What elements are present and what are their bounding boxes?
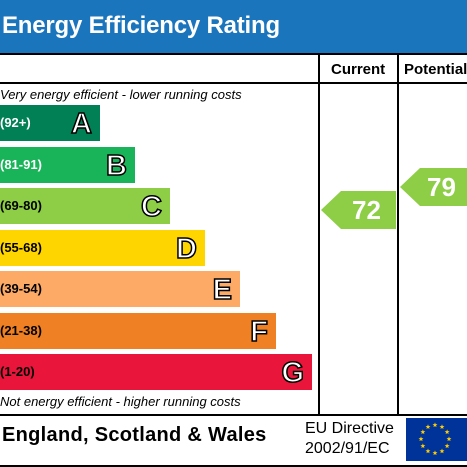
band-e: (39-54) E	[0, 271, 240, 307]
eu-star-icon	[439, 424, 445, 429]
title-bar: Energy Efficiency Rating	[0, 0, 467, 53]
top-note: Very energy efficient - lower running co…	[0, 87, 242, 102]
band-b-range: (81-91)	[0, 157, 42, 172]
footer-top-line	[0, 414, 467, 416]
band-g: (1-20) G	[0, 354, 312, 390]
band-f: (21-38) F	[0, 313, 276, 349]
band-b: (81-91) B	[0, 147, 135, 183]
band-e-letter: E	[212, 273, 233, 307]
eu-star-icon	[432, 422, 438, 428]
band-d-range: (55-68)	[0, 240, 42, 255]
eu-flag-icon	[406, 418, 467, 461]
band-a-letter: A	[70, 107, 92, 141]
band-b-letter: B	[105, 149, 127, 183]
eu-stars-icon	[418, 422, 452, 456]
band-d: (55-68) D	[0, 230, 205, 266]
band-f-range: (21-38)	[0, 323, 42, 338]
band-c-letter: C	[140, 190, 162, 224]
bottom-line	[0, 465, 467, 467]
band-a: (92+) A	[0, 105, 100, 141]
band-f-letter: F	[250, 315, 269, 349]
eu-star-icon	[444, 429, 450, 435]
directive-line-2: 2002/91/EC	[305, 440, 390, 457]
eu-star-icon	[425, 424, 431, 429]
header-bottom-line	[0, 82, 467, 84]
bottom-note: Not energy efficient - higher running co…	[0, 394, 241, 409]
current-rating-value: 72	[352, 195, 381, 225]
eu-star-icon	[432, 450, 438, 456]
band-c: (69-80) C	[0, 188, 170, 224]
eu-star-icon	[418, 436, 424, 442]
current-left-divider	[318, 53, 320, 416]
footer-region: England, Scotland & Wales	[2, 424, 267, 446]
potential-column-header: Potential	[404, 61, 467, 78]
eu-star-icon	[420, 429, 426, 435]
eu-star-icon	[446, 436, 452, 442]
eu-star-icon	[439, 448, 445, 454]
band-g-range: (1-20)	[0, 364, 35, 379]
band-d-letter: D	[175, 232, 197, 266]
band-e-range: (39-54)	[0, 281, 42, 296]
band-g-letter: G	[281, 356, 305, 390]
chart-title: Energy Efficiency Rating	[2, 12, 280, 39]
eu-star-icon	[420, 443, 426, 449]
header-top-line	[0, 53, 467, 55]
directive-line-1: EU Directive	[305, 420, 394, 437]
band-c-range: (69-80)	[0, 198, 42, 213]
band-a-range: (92+)	[0, 115, 31, 130]
potential-rating-value: 79	[427, 172, 456, 202]
eu-star-icon	[444, 443, 450, 449]
eu-star-icon	[425, 448, 431, 454]
current-column-header: Current	[331, 61, 386, 78]
potential-left-divider	[397, 53, 399, 416]
